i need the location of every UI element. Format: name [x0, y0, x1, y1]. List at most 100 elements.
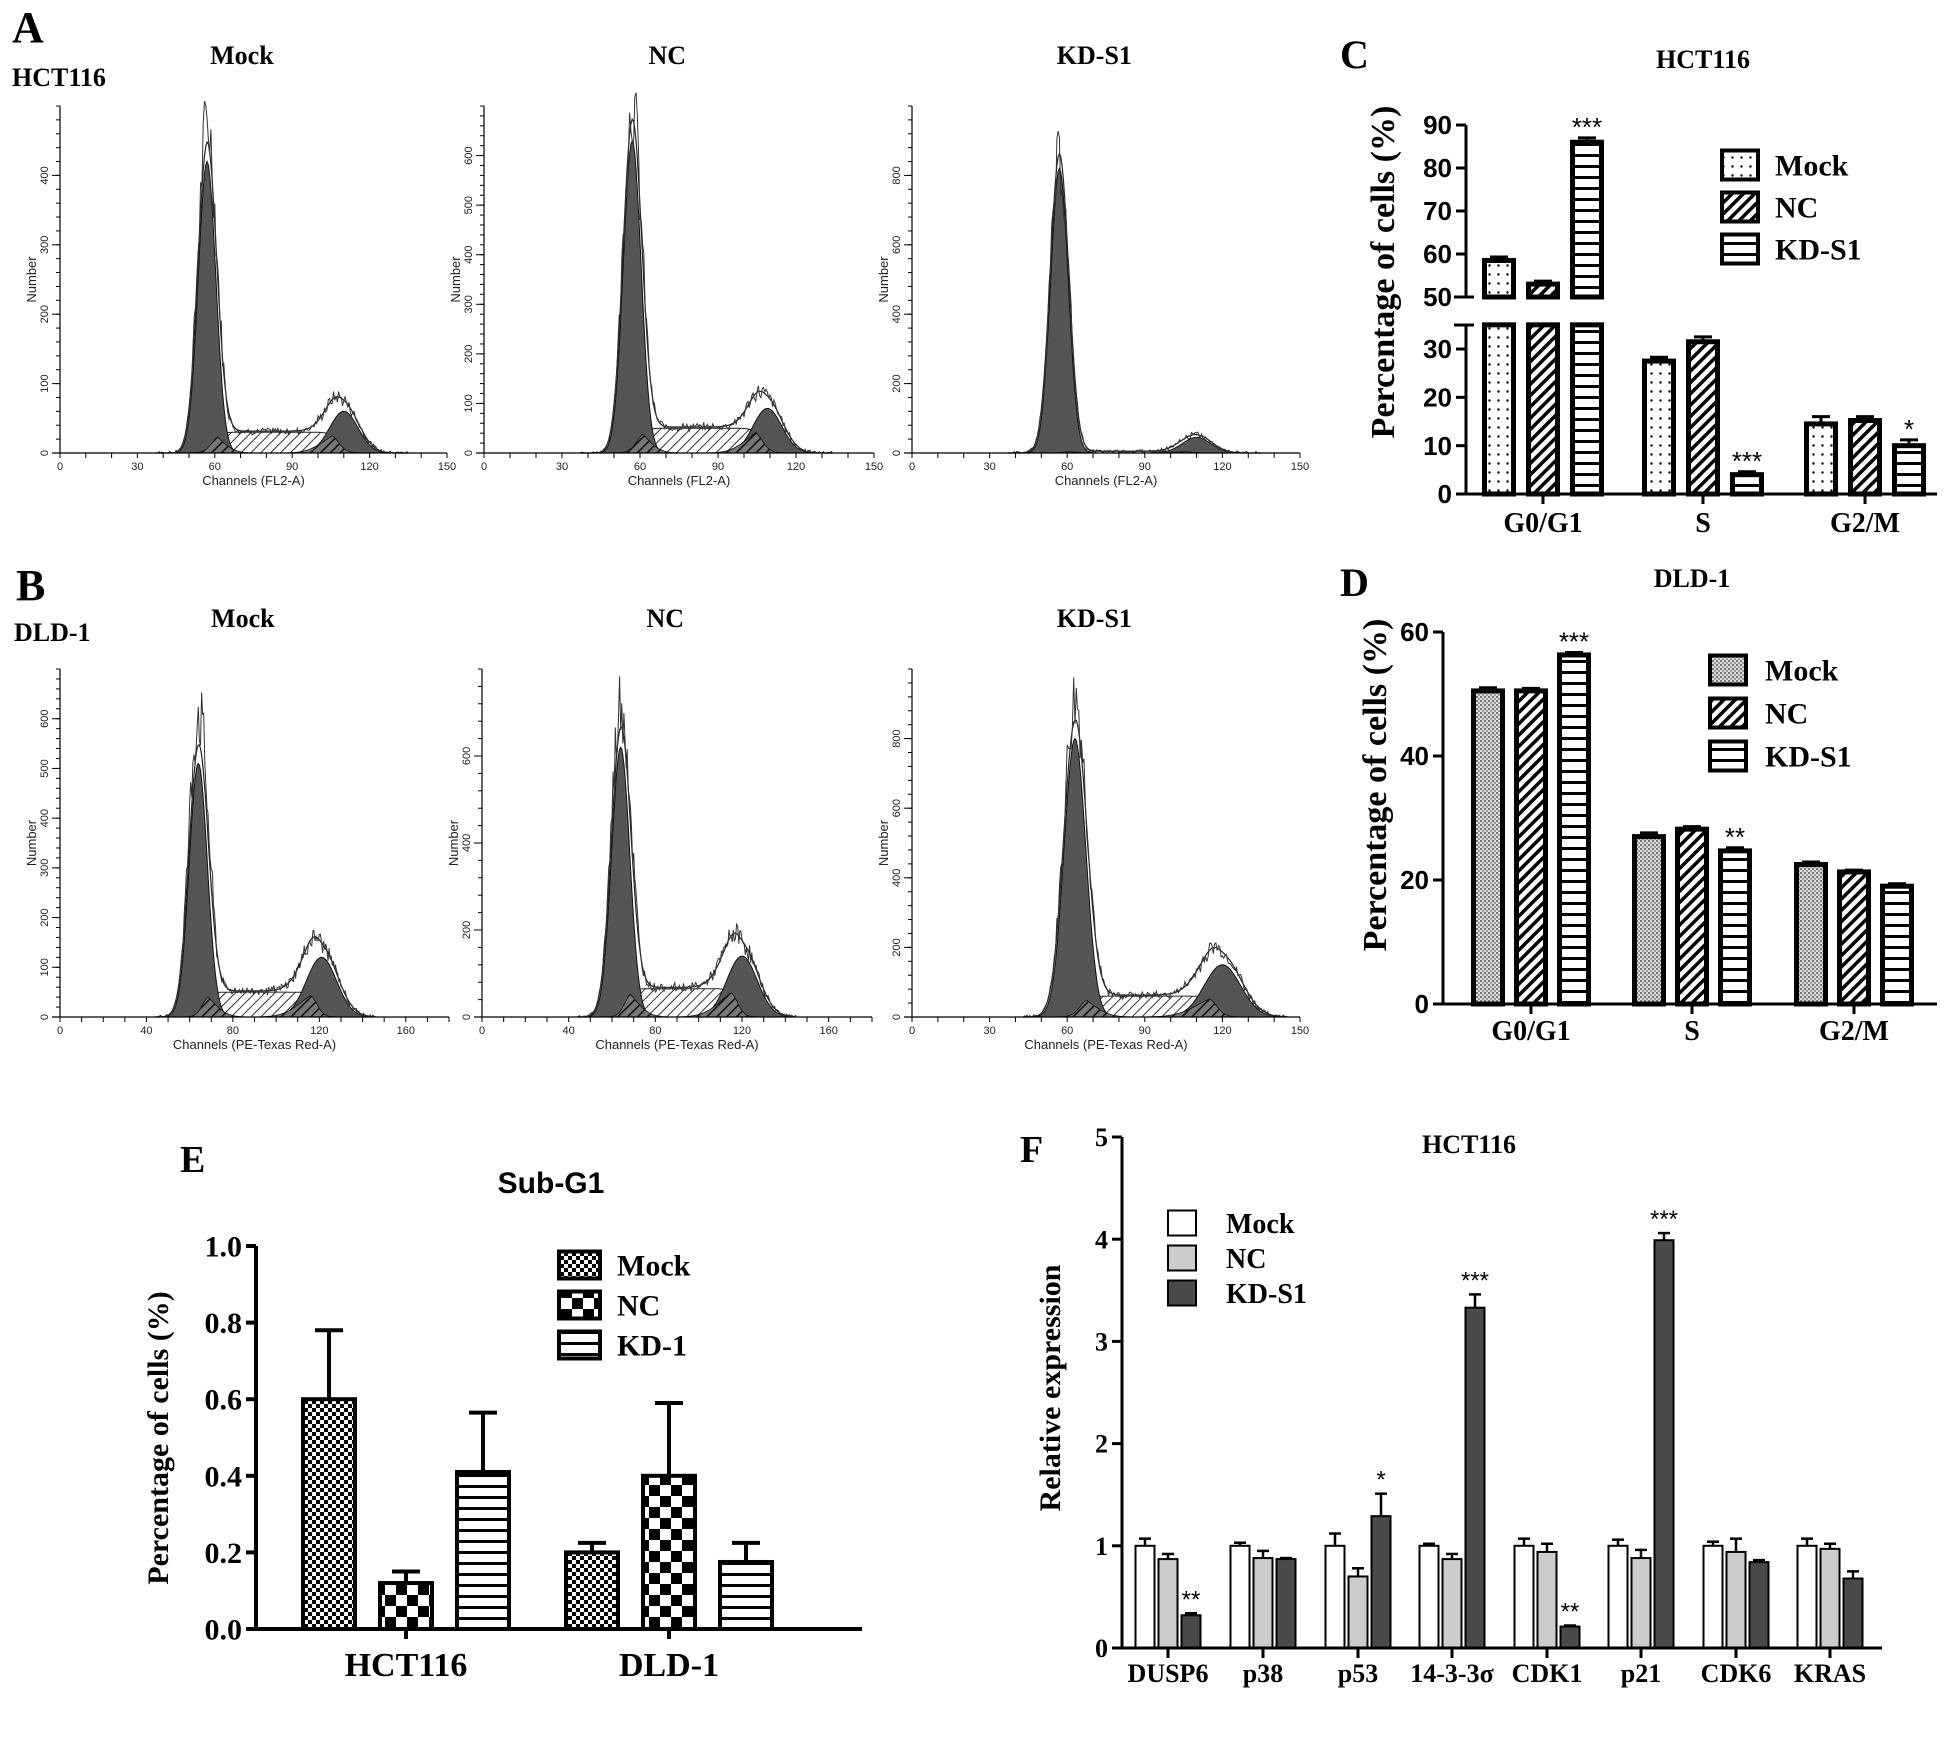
bar: [1880, 883, 1914, 1007]
row-label-dld1: DLD-1: [14, 618, 91, 647]
y-tick-label: 600: [39, 710, 51, 728]
y-tick-label: 600: [891, 799, 903, 817]
y-axis-label: Number: [876, 256, 891, 303]
y-tick-label: 5: [1095, 1123, 1108, 1152]
legend-label: NC: [1775, 192, 1818, 225]
x-tick-label: 30: [131, 461, 143, 473]
bar: [1819, 1547, 1841, 1649]
y-axis-label: Percentage of cells (%): [1365, 106, 1402, 439]
bar-kd-s1-g0/g1: [1557, 650, 1591, 1007]
legend-label: KD-1: [617, 1330, 687, 1363]
y-tick-label: 0: [1095, 1634, 1108, 1663]
histogram-b-nc: 0 40 80 120 160 0 200 400 600 Channels (PE-Texas …: [446, 604, 873, 1052]
bar-mock-p53: [1324, 1532, 1346, 1650]
bar-nc-g0/g1: [1526, 279, 1560, 497]
y-tick-label: 0: [461, 1014, 473, 1020]
bar-nc-p21: [1630, 1548, 1652, 1649]
bar: [1748, 1561, 1770, 1649]
significance-marker: ***: [1461, 1267, 1489, 1294]
x-category-label: 14-3-3σ: [1410, 1659, 1493, 1688]
histogram-a-nc: 0 30 60 90 120 150 0 100 200 300 400 500 600 Channels…: [448, 41, 883, 488]
x-tick-label: 60: [209, 461, 221, 473]
y-axis-label: Number: [24, 256, 39, 303]
significance-marker: ***: [1732, 446, 1762, 476]
panel-letter-d: D: [1340, 560, 1369, 605]
y-axis-label: Number: [446, 819, 461, 866]
bar-mock-kras: [1796, 1537, 1818, 1650]
bar: [1441, 1558, 1463, 1650]
bar: [1536, 1550, 1558, 1650]
significance-marker: ***: [1650, 1206, 1678, 1233]
x-category-label: KRAS: [1794, 1659, 1866, 1688]
x-tick-label: 150: [1291, 461, 1309, 473]
bar: [1557, 652, 1591, 1007]
g1-peak: [1023, 737, 1288, 1018]
y-tick-label: 400: [891, 869, 903, 887]
significance-marker: **: [1182, 1586, 1201, 1613]
bar-nc-cdk6: [1725, 1537, 1747, 1650]
y-tick-label: 600: [463, 146, 475, 164]
bar: [1702, 1544, 1724, 1650]
legend-swatch-kd-s1: [1167, 1279, 1197, 1307]
panel-letter-c: C: [1340, 32, 1369, 77]
bar-kd-s1-p38: [1275, 1556, 1297, 1650]
bar-kd-s1-kras: [1842, 1570, 1864, 1650]
y-tick-label: 20: [1400, 865, 1429, 895]
x-tick-label: 0: [57, 1025, 63, 1037]
y-tick-label: 1.0: [205, 1231, 243, 1264]
legend-label: Mock: [1765, 655, 1839, 688]
x-category-label: p38: [1243, 1659, 1283, 1688]
x-axis-label: Channels (PE-Texas Red-A): [1024, 1037, 1187, 1052]
bar: [1848, 418, 1882, 497]
y-tick-label: 0.8: [205, 1307, 243, 1340]
panel-letter-f: F: [1020, 1129, 1043, 1171]
bar: [1324, 1544, 1346, 1650]
row-label-hct116: HCT116: [12, 63, 106, 92]
x-category-label: p21: [1621, 1659, 1661, 1688]
significance-marker: *: [1904, 414, 1914, 444]
bar: [1252, 1557, 1274, 1649]
histogram-b-mock: 0 40 80 120 160 0 100 200 300 400 500 600 Channels (…: [24, 604, 450, 1052]
x-tick-label: 80: [227, 1025, 239, 1037]
bar: [718, 1559, 774, 1631]
x-tick-label: 40: [563, 1025, 575, 1037]
bar-upper-segment: [1570, 139, 1604, 300]
bar: [1559, 1625, 1581, 1649]
legend: Mock NC KD-1: [557, 1249, 691, 1363]
bar-kd-s1-g2/m: [1880, 882, 1914, 1007]
x-tick-label: 0: [57, 461, 63, 473]
legend: Mock NC KD-S1: [1708, 653, 1852, 774]
legend-swatch-nc: [1720, 190, 1760, 224]
y-tick-label: 90: [1423, 110, 1452, 140]
bar: [564, 1550, 620, 1632]
bar-mock-g0/g1: [1482, 255, 1516, 497]
bar-nc-cdk1: [1536, 1542, 1558, 1650]
y-tick-label: 0: [891, 1014, 903, 1020]
x-tick-label: 60: [634, 461, 646, 473]
bar: [1653, 1239, 1675, 1650]
y-axis-label: Percentage of cells (%): [142, 1291, 175, 1584]
bar-kd-s1-p53: [1370, 1492, 1392, 1649]
x-tick-label: 0: [909, 1025, 915, 1037]
x-tick-label: 90: [286, 461, 298, 473]
bar-mock-g0/g1: [1471, 686, 1505, 1007]
bar: [1632, 834, 1666, 1007]
x-tick-label: 60: [1061, 1025, 1073, 1037]
g1-peak: [577, 746, 797, 1018]
bar: [1157, 1558, 1179, 1650]
x-tick-label: 160: [397, 1025, 415, 1037]
bar-nc-g2/m: [1848, 415, 1882, 497]
bar-nc-s: [1675, 825, 1709, 1007]
x-tick-label: 150: [1291, 1025, 1309, 1037]
y-tick-label: 70: [1423, 196, 1452, 226]
significance-marker: ***: [1572, 112, 1602, 142]
x-tick-label: 90: [1139, 1025, 1151, 1037]
bar-nc-p38: [1252, 1549, 1274, 1649]
x-tick-label: 30: [983, 461, 995, 473]
chart-title: HCT116: [1422, 1130, 1516, 1159]
x-tick-label: 90: [712, 461, 724, 473]
y-tick-label: 60: [1423, 239, 1452, 269]
